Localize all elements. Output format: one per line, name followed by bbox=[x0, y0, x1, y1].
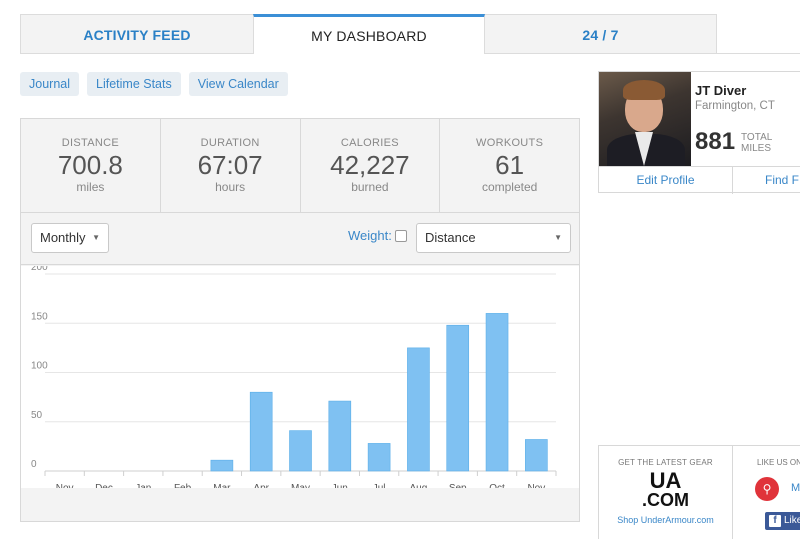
profile-location: Farmington, CT bbox=[695, 100, 775, 112]
metric-select[interactable]: Distance ▼ bbox=[416, 223, 571, 253]
x-tick-label: Nov bbox=[527, 483, 545, 488]
distance-bar-chart: 0 50 100 150 200 Nov Dec Jan Feb Mar Apr May Jun Jul A… bbox=[31, 266, 557, 488]
profile-name[interactable]: JT Diver bbox=[695, 83, 747, 98]
stat-unit: hours bbox=[215, 180, 246, 194]
x-axis-band bbox=[45, 471, 556, 488]
ua-com-logo[interactable]: .COM bbox=[642, 490, 689, 510]
miles-label: MILES bbox=[741, 143, 772, 154]
chart-controls: Monthly ▼ Weight: Distance ▼ bbox=[21, 213, 579, 265]
dashboard-subnav: Journal Lifetime Stats View Calendar bbox=[20, 72, 288, 96]
view-calendar-link[interactable]: View Calendar bbox=[188, 72, 288, 96]
caret-down-icon: ▼ bbox=[554, 233, 562, 242]
stat-unit: miles bbox=[76, 180, 105, 194]
bar-oct-11[interactable] bbox=[485, 313, 509, 472]
stat-distance: DISTANCE 700.8 miles bbox=[21, 119, 161, 212]
y-tick-label: 0 bbox=[31, 459, 37, 470]
tab-my-dashboard[interactable]: MY DASHBOARD bbox=[253, 14, 485, 54]
chart-area: 0 50 100 150 200 Nov Dec Jan Feb Mar Apr May Jun Jul A… bbox=[21, 266, 579, 488]
stat-label: DISTANCE bbox=[61, 137, 119, 149]
profile-actions: Edit Profile Find F bbox=[599, 166, 800, 194]
x-tick-label: Feb bbox=[174, 483, 192, 488]
facebook-like-label: Like bbox=[784, 515, 800, 526]
promo-heading: GET THE LATEST GEAR bbox=[618, 458, 713, 467]
facebook-icon: f bbox=[769, 515, 781, 527]
stat-label: DURATION bbox=[200, 137, 260, 149]
find-friends-link[interactable]: Find F bbox=[765, 173, 800, 187]
edit-profile-link[interactable]: Edit Profile bbox=[599, 167, 733, 194]
dashboard-panel: DISTANCE 700.8 miles DURATION 67:07 hour… bbox=[20, 118, 580, 522]
tab-activity-feed[interactable]: ACTIVITY FEED bbox=[20, 14, 253, 54]
x-tick-label: Oct bbox=[489, 483, 505, 488]
bar-aug-9[interactable] bbox=[407, 347, 430, 472]
lifetime-stats-link[interactable]: Lifetime Stats bbox=[87, 72, 181, 96]
stat-duration: DURATION 67:07 hours bbox=[161, 119, 301, 212]
stat-unit: burned bbox=[351, 180, 389, 194]
stats-row: DISTANCE 700.8 miles DURATION 67:07 hour… bbox=[21, 119, 579, 213]
x-tick-label: Jul bbox=[373, 483, 386, 488]
avatar[interactable] bbox=[599, 72, 691, 166]
facebook-like-button[interactable]: f Like bbox=[765, 512, 800, 530]
total-label: TOTAL bbox=[741, 132, 773, 143]
stat-calories: CALORIES 42,227 burned bbox=[301, 119, 441, 212]
x-tick-label: Dec bbox=[95, 483, 113, 488]
stat-workouts: WORKOUTS 61 completed bbox=[440, 119, 579, 212]
y-tick-label: 150 bbox=[31, 311, 48, 322]
bike-icon[interactable]: ⚲ bbox=[755, 477, 779, 501]
x-tick-label: Nov bbox=[56, 483, 74, 488]
bar-apr-5[interactable] bbox=[249, 391, 273, 472]
weight-checkbox[interactable] bbox=[394, 229, 407, 242]
bar-mar-4[interactable] bbox=[210, 459, 234, 472]
stat-label: WORKOUTS bbox=[476, 137, 544, 149]
x-tick-label: Jan bbox=[135, 483, 151, 488]
y-tick-label: 200 bbox=[31, 266, 48, 273]
stat-value: 700.8 bbox=[57, 150, 123, 180]
metric-select-value: Distance bbox=[425, 230, 476, 245]
main-tabs: ACTIVITY FEED MY DASHBOARD 24 / 7 bbox=[20, 14, 717, 54]
ua-logo[interactable]: UA bbox=[649, 468, 682, 493]
profile-total-miles: 881 bbox=[695, 128, 736, 155]
journal-link[interactable]: Journal bbox=[20, 72, 79, 96]
x-tick-label: Sep bbox=[449, 483, 467, 488]
bar-jul-8[interactable] bbox=[367, 443, 391, 472]
mapmyride-link[interactable]: M bbox=[791, 482, 800, 494]
shop-ua-link[interactable]: Shop UnderArmour.com bbox=[617, 515, 714, 525]
bar-jun-7[interactable] bbox=[328, 400, 352, 472]
profile-card: JT Diver Farmington, CT 881 TOTAL MILES … bbox=[598, 71, 800, 194]
x-tick-label: Mar bbox=[213, 483, 231, 488]
stat-unit: completed bbox=[481, 180, 538, 194]
stat-value: 42,227 bbox=[330, 150, 410, 180]
stat-value: 61 bbox=[495, 150, 525, 180]
stat-value: 67:07 bbox=[197, 150, 263, 180]
caret-down-icon: ▼ bbox=[92, 233, 100, 242]
y-tick-label: 100 bbox=[31, 361, 48, 372]
x-tick-label: May bbox=[291, 483, 310, 488]
bar-sep-10[interactable] bbox=[446, 324, 470, 472]
x-tick-label: Apr bbox=[253, 483, 269, 488]
tab-24-7[interactable]: 24 / 7 bbox=[485, 14, 717, 54]
weight-toggle: Weight: bbox=[348, 228, 407, 243]
weight-label[interactable]: Weight: bbox=[348, 228, 392, 243]
bar-nov-12[interactable] bbox=[525, 439, 548, 472]
x-tick-label: Aug bbox=[410, 483, 428, 488]
x-tick-label: Jun bbox=[332, 483, 348, 488]
promo-box: GET THE LATEST GEAR UA .COM Shop UnderAr… bbox=[598, 445, 800, 539]
ua-promo: GET THE LATEST GEAR UA .COM Shop UnderAr… bbox=[599, 446, 733, 539]
profile-total-miles-label: TOTAL MILES bbox=[741, 132, 772, 154]
tabs-divider bbox=[717, 53, 800, 54]
bar-may-6[interactable] bbox=[289, 430, 312, 472]
y-tick-label: 50 bbox=[31, 410, 43, 421]
like-us-heading: LIKE US ON bbox=[757, 458, 800, 467]
stat-label: CALORIES bbox=[340, 137, 399, 149]
period-select-value: Monthly bbox=[40, 230, 86, 245]
period-select[interactable]: Monthly ▼ bbox=[31, 223, 109, 253]
